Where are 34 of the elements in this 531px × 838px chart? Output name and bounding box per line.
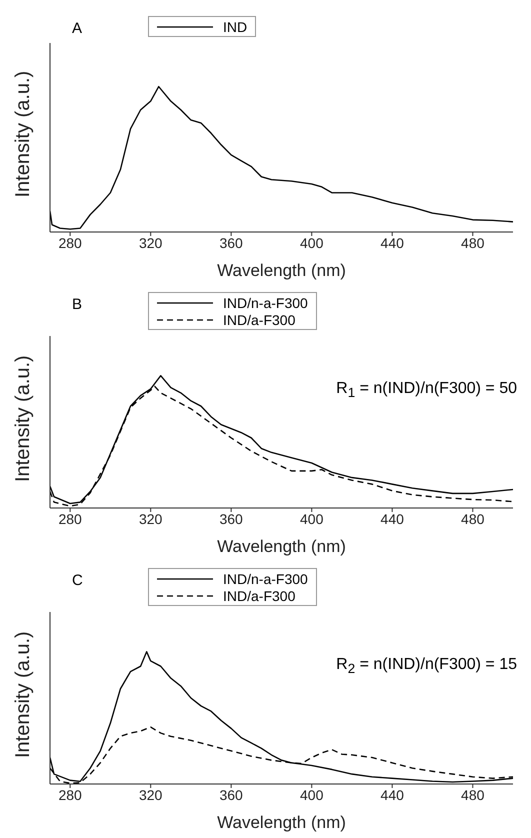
x-tick-label: 400 [300,510,324,527]
annotation: R$_{1}$ = n(IND)/n(F300) = 50 [336,380,517,400]
chart-title: B [72,296,82,313]
x-axis-title: Wavelength (nm) [217,537,346,556]
y-axis-title: Intensity (a.u.) [12,70,34,198]
x-tick-label: 480 [461,234,485,251]
x-tick-label: 360 [219,234,244,251]
legend-label: IND/a-F300 [223,312,296,328]
x-tick-label: 320 [138,786,163,803]
legend-label: IND/a-F300 [223,588,296,604]
x-tick-label: 360 [219,510,244,527]
x-tick-label: 280 [58,510,82,527]
annotation: R$_{2}$ = n(IND)/n(F300) = 15 [336,656,517,676]
y-axis-title: Intensity (a.u.) [12,355,34,482]
x-tick-label: 480 [461,786,485,803]
x-tick-label: 440 [380,786,404,803]
legend-label: IND [223,18,248,34]
x-tick-label: 400 [300,234,324,251]
x-tick-label: 360 [219,786,244,803]
x-tick-label: 440 [380,234,404,251]
x-tick-label: 480 [461,510,485,527]
y-axis-title: Intensity (a.u.) [12,631,34,758]
x-tick-label: 320 [138,510,163,527]
x-axis-title: Wavelength (nm) [217,813,346,832]
legend-label: IND/n-a-F300 [223,570,308,586]
x-tick-label: 280 [58,786,82,803]
x-tick-label: 280 [58,234,82,251]
chart-title: A [72,20,82,37]
legend-label: IND/n-a-F300 [223,294,308,310]
x-axis-title: Wavelength (nm) [217,261,346,280]
x-tick-label: 320 [138,234,163,251]
chart-title: C [72,572,83,589]
x-tick-label: 400 [300,786,324,803]
x-tick-label: 440 [380,510,404,527]
